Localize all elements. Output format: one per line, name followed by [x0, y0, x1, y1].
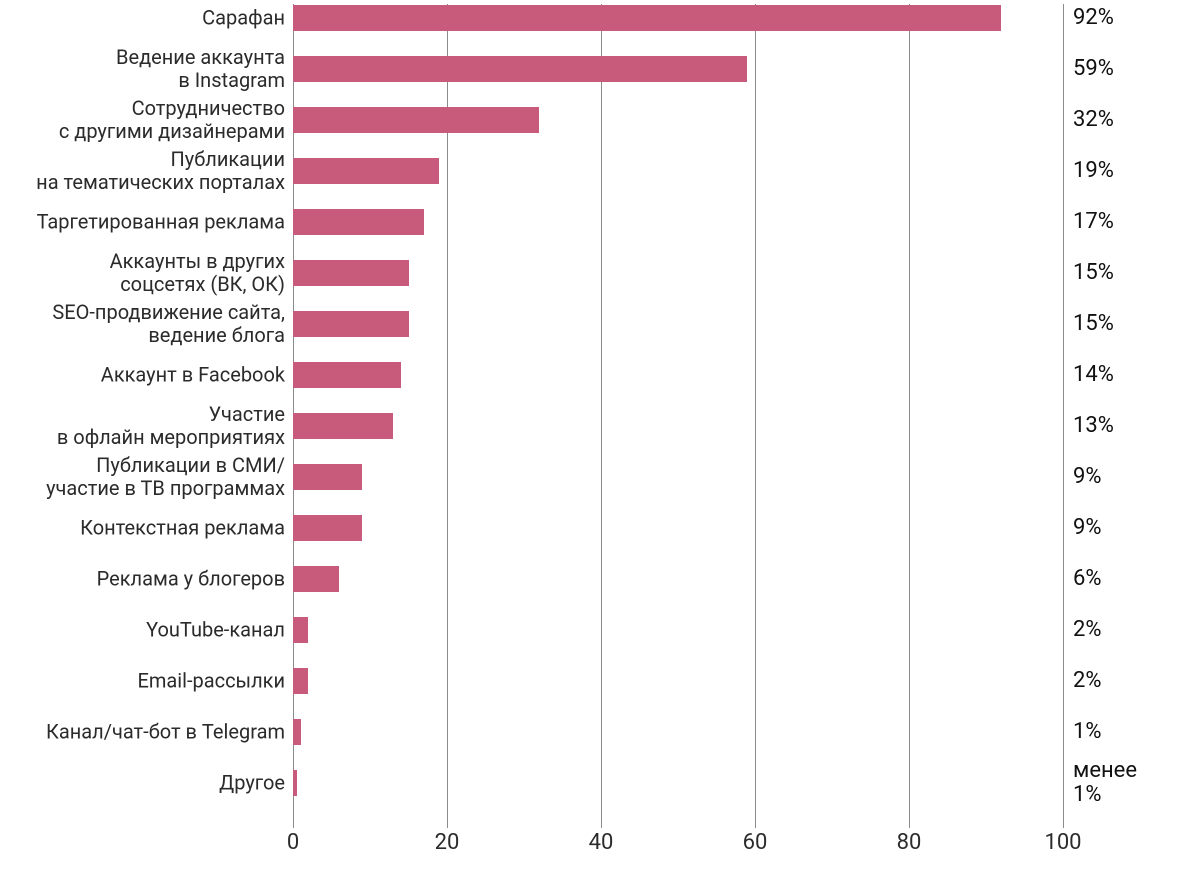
value-label: 19%: [1073, 159, 1114, 183]
bar-row: Публикации на тематических порталах19%: [293, 158, 1063, 184]
category-label: Таргетированная реклама: [37, 211, 285, 234]
category-label: Участие в офлайн мероприятиях: [57, 403, 285, 449]
value-label: 2%: [1073, 669, 1101, 693]
x-tick-mark: [293, 822, 294, 828]
bar: [293, 311, 409, 337]
bar-row: Аккаунт в Facebook14%: [293, 362, 1063, 388]
bar: [293, 413, 393, 439]
category-label: Реклама у блогеров: [97, 568, 285, 591]
category-label: Контекстная реклама: [80, 517, 285, 540]
category-label: Публикации в СМИ/ участие в ТВ программа…: [46, 454, 285, 500]
x-tick-label: 60: [743, 830, 768, 855]
value-label: 15%: [1073, 261, 1114, 285]
bar: [293, 464, 362, 490]
value-label: 15%: [1073, 312, 1114, 336]
bar-row: Ведение аккаунта в Instagram59%: [293, 56, 1063, 82]
value-label: 1%: [1073, 720, 1101, 744]
bar-row: Канал/чат-бот в Telegram1%: [293, 719, 1063, 745]
bar: [293, 362, 401, 388]
x-tick-mark: [1063, 822, 1064, 828]
bar-row: Публикации в СМИ/ участие в ТВ программа…: [293, 464, 1063, 490]
category-label: YouTube-канал: [146, 619, 285, 642]
value-label: 13%: [1073, 414, 1114, 438]
bar-row: SEO-продвижение сайта, ведение блога15%: [293, 311, 1063, 337]
plot-area: 020406080100Сарафан92%Ведение аккаунта в…: [293, 4, 1063, 822]
bar: [293, 770, 297, 796]
x-tick-label: 100: [1044, 830, 1081, 855]
value-label: менее 1%: [1073, 759, 1137, 807]
x-tick-mark: [447, 822, 448, 828]
x-tick-mark: [909, 822, 910, 828]
x-tick-label: 20: [435, 830, 460, 855]
x-tick-label: 0: [287, 830, 299, 855]
category-label: Аккаунт в Facebook: [101, 364, 285, 387]
bar-row: Сотрудничество с другими дизайнерами32%: [293, 107, 1063, 133]
x-tick-label: 40: [589, 830, 614, 855]
value-label: 9%: [1073, 516, 1101, 540]
x-tick-mark: [755, 822, 756, 828]
bar-row: Аккаунты в других соцсетях (ВК, ОК)15%: [293, 260, 1063, 286]
gridline: [1063, 4, 1064, 822]
category-label: Email-рассылки: [137, 670, 285, 693]
category-label: SEO-продвижение сайта, ведение блога: [52, 301, 285, 347]
bar: [293, 617, 308, 643]
bar-row: YouTube-канал2%: [293, 617, 1063, 643]
x-tick-label: 80: [897, 830, 922, 855]
bar-row: Контекстная реклама9%: [293, 515, 1063, 541]
bar: [293, 158, 439, 184]
category-label: Сотрудничество с другими дизайнерами: [59, 97, 285, 143]
bar-row: Email-рассылки2%: [293, 668, 1063, 694]
value-label: 92%: [1073, 6, 1114, 30]
category-label: Публикации на тематических порталах: [36, 148, 285, 194]
value-label: 59%: [1073, 57, 1114, 81]
category-label: Аккаунты в других соцсетях (ВК, ОК): [110, 250, 285, 296]
bar: [293, 107, 539, 133]
bar-row: Участие в офлайн мероприятиях13%: [293, 413, 1063, 439]
bar-row: Таргетированная реклама17%: [293, 209, 1063, 235]
bar: [293, 209, 424, 235]
category-label: Канал/чат-бот в Telegram: [46, 721, 285, 744]
bar-row: Сарафан92%: [293, 5, 1063, 31]
x-tick-mark: [601, 822, 602, 828]
value-label: 17%: [1073, 210, 1114, 234]
value-label: 14%: [1073, 363, 1114, 387]
value-label: 6%: [1073, 567, 1101, 591]
value-label: 9%: [1073, 465, 1101, 489]
bar: [293, 260, 409, 286]
value-label: 2%: [1073, 618, 1101, 642]
horizontal-bar-chart: 020406080100Сарафан92%Ведение аккаунта в…: [0, 0, 1200, 872]
bar: [293, 719, 301, 745]
category-label: Другое: [219, 772, 285, 795]
bar-row: Другоеменее 1%: [293, 770, 1063, 796]
bar: [293, 668, 308, 694]
value-label: 32%: [1073, 108, 1114, 132]
category-label: Сарафан: [202, 7, 285, 30]
bar: [293, 515, 362, 541]
bar-row: Реклама у блогеров6%: [293, 566, 1063, 592]
bar: [293, 5, 1001, 31]
bar: [293, 566, 339, 592]
category-label: Ведение аккаунта в Instagram: [116, 46, 285, 92]
bar: [293, 56, 747, 82]
